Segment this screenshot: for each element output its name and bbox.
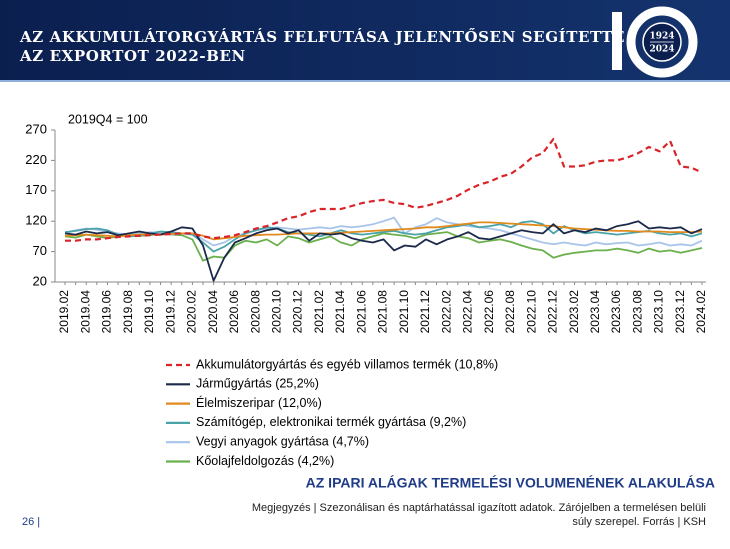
x-tick-label: 2024.02 — [694, 290, 708, 334]
x-tick-label: 2019.12 — [163, 290, 177, 334]
legend-label: Élelmiszeripar (12,0%) — [196, 395, 322, 410]
y-tick-label: 120 — [25, 213, 47, 228]
x-tick-label: 2022.06 — [482, 290, 496, 334]
series-line — [64, 220, 703, 282]
note: Megjegyzés | Szezonálisan és naptárhatás… — [252, 502, 706, 514]
x-tick-label: 2020.12 — [291, 290, 305, 334]
series-line — [64, 221, 703, 241]
logo-year: 2024 — [649, 45, 674, 55]
header-title: AZ AKKUMULÁTORGYÁRTÁS FELFUTÁSA JELENTŐS… — [19, 28, 625, 46]
x-tick-label: 2021.02 — [312, 290, 326, 334]
x-tick-label: 2019.08 — [121, 290, 135, 334]
x-tick-label: 2021.10 — [397, 290, 411, 334]
x-tick-label: 2022.10 — [524, 290, 538, 334]
note: súly szerepel. Forrás | KSH — [572, 516, 706, 528]
x-tick-label: 2019.06 — [100, 290, 114, 334]
x-tick-label: 2023.04 — [588, 290, 602, 334]
logo: 1924 2024 — [612, 6, 698, 78]
x-tick-label: 2020.04 — [206, 290, 220, 334]
logo-year: 1924 — [649, 32, 674, 42]
legend-label: Vegyi anyagok gyártása (4,7%) — [196, 434, 369, 448]
chart-subtitle: 2019Q4 = 100 — [68, 112, 148, 126]
x-tick-label: 2021.06 — [354, 290, 368, 334]
x-tick-label: 2021.08 — [376, 290, 390, 334]
header-rule — [0, 80, 730, 82]
legend-label: Járműgyártás (25,2%) — [196, 377, 319, 391]
x-tick-label: 2020.08 — [248, 290, 262, 334]
legend-label: Akkumulátorgyártás és egyéb villamos ter… — [196, 357, 498, 371]
y-tick-label: 170 — [25, 182, 47, 197]
legend-label: Számítógép, elektronikai termék gyártása… — [196, 415, 466, 429]
x-tick-label: 2022.02 — [439, 290, 453, 334]
x-tick-label: 2022.12 — [546, 290, 560, 334]
x-tick-label: 2021.12 — [418, 290, 432, 334]
header-title: AZ EXPORTOT 2022-BEN — [19, 47, 246, 65]
y-tick-label: 70 — [33, 243, 47, 258]
x-tick-label: 2020.10 — [270, 290, 284, 334]
x-tick-label: 2020.02 — [185, 290, 199, 334]
x-tick-label: 2023.10 — [652, 290, 666, 334]
page-number: 26 | — [22, 516, 40, 528]
x-tick-label: 2023.08 — [630, 290, 644, 334]
series-line — [65, 138, 703, 242]
x-tick-label: 2019.04 — [78, 290, 92, 334]
x-tick-label: 2020.06 — [227, 290, 241, 334]
x-tick-label: 2019.02 — [57, 290, 71, 334]
x-tick-label: 2021.04 — [333, 290, 347, 334]
y-tick-label: 20 — [33, 273, 47, 288]
logo-one — [612, 12, 622, 70]
y-tick-label: 270 — [25, 121, 47, 136]
x-tick-label: 2022.08 — [503, 290, 517, 334]
section-title: AZ IPARI ALÁGAK TERMELÉSI VOLUMENÉNEK AL… — [306, 475, 715, 491]
y-tick-label: 220 — [25, 152, 47, 167]
header-band — [0, 0, 730, 80]
x-tick-label: 2019.10 — [142, 290, 156, 334]
x-tick-label: 2023.12 — [673, 290, 687, 334]
x-tick-label: 2023.02 — [567, 290, 581, 334]
legend-label: Kőolajfeldolgozás (4,2%) — [196, 454, 334, 468]
x-tick-label: 2023.06 — [609, 290, 623, 334]
x-tick-label: 2022.04 — [461, 290, 475, 334]
logo-ring — [626, 6, 698, 78]
